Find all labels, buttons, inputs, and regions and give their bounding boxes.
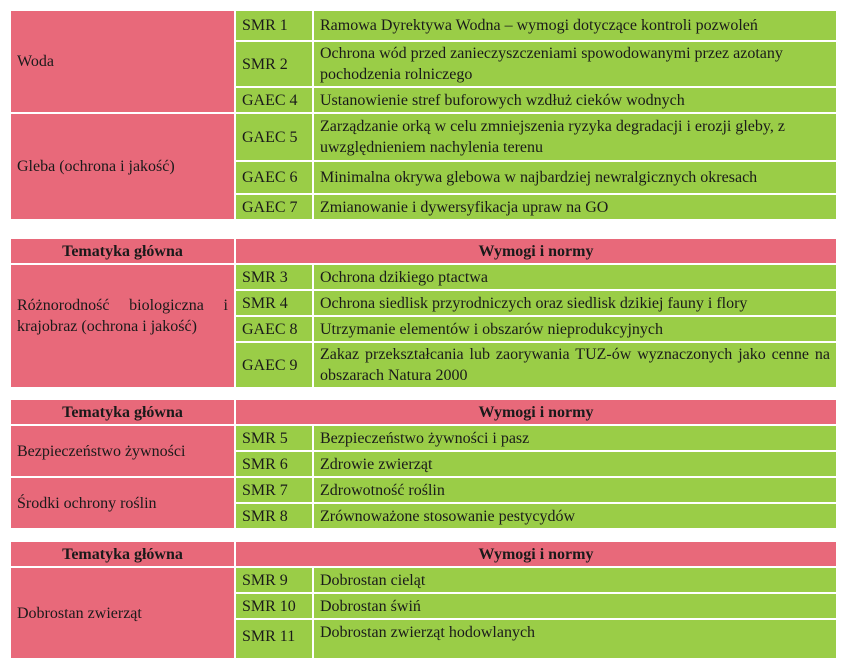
desc-cell: Dobrostan zwierząt hodowlanych <box>311 618 839 660</box>
code-cell: SMR 5 <box>234 424 314 452</box>
desc-cell: Zdrowie zwierząt <box>311 450 839 478</box>
code-cell: SMR 9 <box>234 566 314 594</box>
code-cell: SMR 11 <box>234 618 314 660</box>
header-requirements: Wymogi i normy <box>233 540 839 568</box>
desc-cell: Ochrona dzikiego ptactwa <box>311 263 839 291</box>
header-requirements: Wymogi i normy <box>233 237 839 265</box>
code-cell: GAEC 6 <box>234 160 314 195</box>
desc-cell: Zdrowotność roślin <box>311 476 839 504</box>
code-cell: SMR 3 <box>234 263 314 291</box>
topic-cell: Gleba (ochrona i jakość) <box>9 112 236 221</box>
topic-cell: Różnorodność biologiczna i krajobraz (oc… <box>9 263 236 389</box>
code-cell: SMR 1 <box>234 9 314 42</box>
topic-cell: Dobrostan zwierząt <box>9 566 236 660</box>
code-cell: SMR 7 <box>234 476 314 504</box>
code-cell: GAEC 4 <box>234 86 314 114</box>
desc-cell: Ustanowienie stref buforowych wzdłuż cie… <box>312 86 838 114</box>
desc-cell: Zakaz przekształcania lub zaorywania TUZ… <box>311 341 839 389</box>
desc-cell: Minimalna okrywa glebowa w najbardziej n… <box>312 160 838 195</box>
desc-cell: Zarządzanie orką w celu zmniejszenia ryz… <box>312 112 838 162</box>
code-cell: SMR 6 <box>234 450 314 478</box>
code-cell: GAEC 7 <box>234 193 314 221</box>
table-food-safety: Tematyka główna Wymogi i normy Bezpiecze… <box>9 398 839 530</box>
code-cell: GAEC 9 <box>234 341 314 389</box>
code-cell: SMR 4 <box>234 289 314 317</box>
code-cell: SMR 8 <box>234 502 314 530</box>
header-topic: Tematyka główna <box>9 398 236 426</box>
table-biodiversity: Tematyka główna Wymogi i normy Różnorodn… <box>9 237 839 389</box>
desc-cell: Ochrona siedlisk przyrodniczych oraz sie… <box>311 289 839 317</box>
topic-cell: Woda <box>9 9 236 114</box>
code-cell: SMR 10 <box>234 592 314 620</box>
header-requirements: Wymogi i normy <box>233 398 839 426</box>
table-animal-welfare: Tematyka główna Wymogi i normy Dobrostan… <box>9 540 839 660</box>
topic-cell: Bezpieczeństwo żywności <box>9 424 236 478</box>
desc-cell: Zmianowanie i dywersyfikacja upraw na GO <box>312 193 838 221</box>
header-topic: Tematyka główna <box>9 237 236 265</box>
desc-cell: Zrównoważone stosowanie pestycydów <box>311 502 839 530</box>
code-cell: GAEC 5 <box>234 112 314 162</box>
desc-cell: Dobrostan świń <box>311 592 839 620</box>
code-cell: GAEC 8 <box>234 315 314 343</box>
desc-cell: Ochrona wód przed zanieczyszczeniami spo… <box>312 40 838 88</box>
desc-cell: Dobrostan cieląt <box>311 566 839 594</box>
code-cell: SMR 2 <box>234 40 314 88</box>
desc-cell: Ramowa Dyrektywa Wodna – wymogi dotycząc… <box>312 9 838 42</box>
topic-cell: Środki ochrony roślin <box>9 476 236 530</box>
header-topic: Tematyka główna <box>9 540 236 568</box>
table-water-soil: Woda SMR 1 Ramowa Dyrektywa Wodna – wymo… <box>9 9 838 221</box>
desc-cell: Bezpieczeństwo żywności i pasz <box>311 424 839 452</box>
desc-cell: Utrzymanie elementów i obszarów nieprodu… <box>311 315 839 343</box>
